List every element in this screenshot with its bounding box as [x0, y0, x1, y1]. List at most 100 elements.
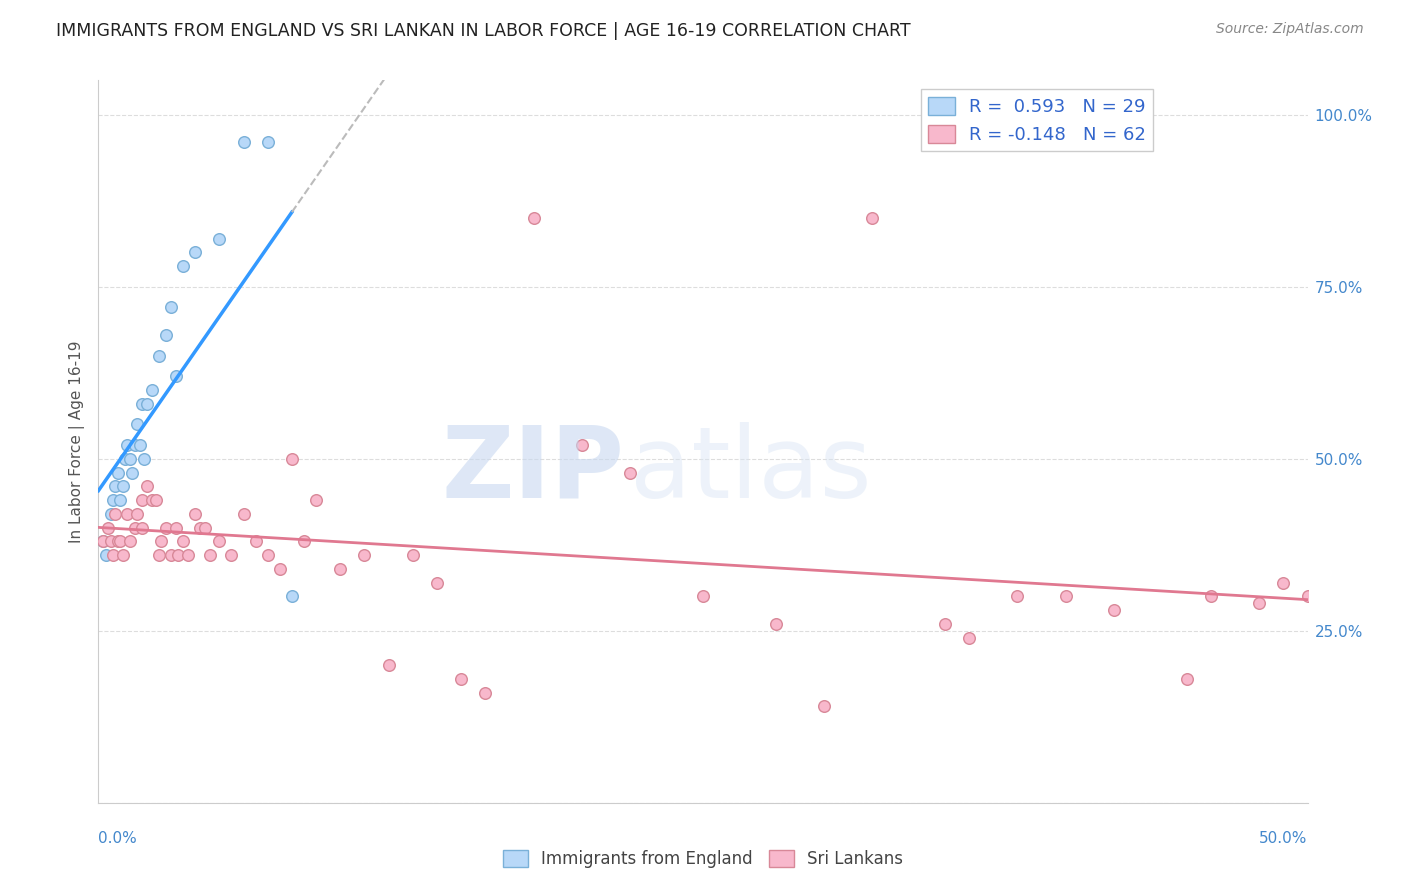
Point	[221, 548, 243, 562]
Point	[121, 466, 143, 480]
Point	[957, 631, 980, 645]
Point	[377, 658, 399, 673]
Point	[131, 520, 153, 534]
Point	[141, 493, 163, 508]
Point	[188, 520, 211, 534]
Point	[100, 534, 122, 549]
Point	[100, 507, 122, 521]
Point	[101, 493, 124, 508]
Point	[1272, 575, 1295, 590]
Point	[353, 548, 375, 562]
Point	[150, 534, 173, 549]
Point	[256, 135, 278, 149]
Point	[1249, 596, 1271, 610]
Point	[108, 534, 131, 549]
Point	[305, 493, 328, 508]
Point	[135, 397, 157, 411]
Point	[172, 259, 194, 273]
Point	[692, 590, 714, 604]
Point	[141, 383, 163, 397]
Point	[91, 534, 114, 549]
Point	[117, 438, 139, 452]
Point	[160, 548, 183, 562]
Point	[571, 438, 593, 452]
Point	[118, 451, 141, 466]
Point	[1175, 672, 1198, 686]
Point	[148, 349, 170, 363]
Point	[127, 507, 149, 521]
Point	[194, 520, 217, 534]
Point	[232, 507, 254, 521]
Point	[934, 616, 956, 631]
Text: Source: ZipAtlas.com: Source: ZipAtlas.com	[1216, 22, 1364, 37]
Y-axis label: In Labor Force | Age 16-19: In Labor Force | Age 16-19	[69, 340, 84, 543]
Point	[813, 699, 835, 714]
Legend: R =  0.593   N = 29, R = -0.148   N = 62: R = 0.593 N = 29, R = -0.148 N = 62	[921, 89, 1153, 152]
Point	[135, 479, 157, 493]
Point	[256, 548, 278, 562]
Point	[1054, 590, 1077, 604]
Point	[1199, 590, 1222, 604]
Point	[101, 548, 124, 562]
Text: IMMIGRANTS FROM ENGLAND VS SRI LANKAN IN LABOR FORCE | AGE 16-19 CORRELATION CHA: IMMIGRANTS FROM ENGLAND VS SRI LANKAN IN…	[56, 22, 911, 40]
Point	[167, 548, 190, 562]
Point	[474, 686, 496, 700]
Point	[155, 327, 177, 342]
Point	[94, 548, 117, 562]
Point	[127, 417, 149, 432]
Point	[184, 245, 207, 260]
Point	[269, 562, 291, 576]
Point	[426, 575, 449, 590]
Point	[145, 493, 167, 508]
Point	[329, 562, 352, 576]
Point	[523, 211, 546, 225]
Point	[131, 493, 153, 508]
Point	[198, 548, 221, 562]
Point	[402, 548, 425, 562]
Point	[97, 520, 120, 534]
Point	[111, 548, 134, 562]
Point	[108, 493, 131, 508]
Point	[107, 466, 129, 480]
Point	[281, 590, 304, 604]
Point	[131, 397, 153, 411]
Point	[155, 520, 177, 534]
Point	[184, 507, 207, 521]
Point	[111, 479, 134, 493]
Text: 0.0%: 0.0%	[98, 831, 138, 847]
Point	[765, 616, 787, 631]
Point	[107, 534, 129, 549]
Point	[1296, 590, 1319, 604]
Point	[91, 534, 114, 549]
Point	[1102, 603, 1125, 617]
Text: ZIP: ZIP	[441, 422, 624, 519]
Point	[117, 507, 139, 521]
Point	[208, 231, 231, 245]
Legend: Immigrants from England, Sri Lankans: Immigrants from England, Sri Lankans	[496, 843, 910, 875]
Point	[128, 438, 150, 452]
Point	[134, 451, 156, 466]
Point	[104, 479, 127, 493]
Point	[292, 534, 315, 549]
Point	[619, 466, 641, 480]
Point	[172, 534, 194, 549]
Point	[104, 507, 127, 521]
Point	[245, 534, 267, 549]
Point	[208, 534, 231, 549]
Point	[124, 520, 146, 534]
Text: 50.0%: 50.0%	[1260, 831, 1308, 847]
Point	[114, 451, 136, 466]
Point	[177, 548, 200, 562]
Text: atlas: atlas	[630, 422, 872, 519]
Point	[232, 135, 254, 149]
Point	[450, 672, 472, 686]
Point	[148, 548, 170, 562]
Point	[281, 451, 304, 466]
Point	[160, 301, 183, 315]
Point	[165, 520, 187, 534]
Point	[118, 534, 141, 549]
Point	[860, 211, 883, 225]
Point	[1007, 590, 1029, 604]
Point	[124, 438, 146, 452]
Point	[165, 369, 187, 384]
